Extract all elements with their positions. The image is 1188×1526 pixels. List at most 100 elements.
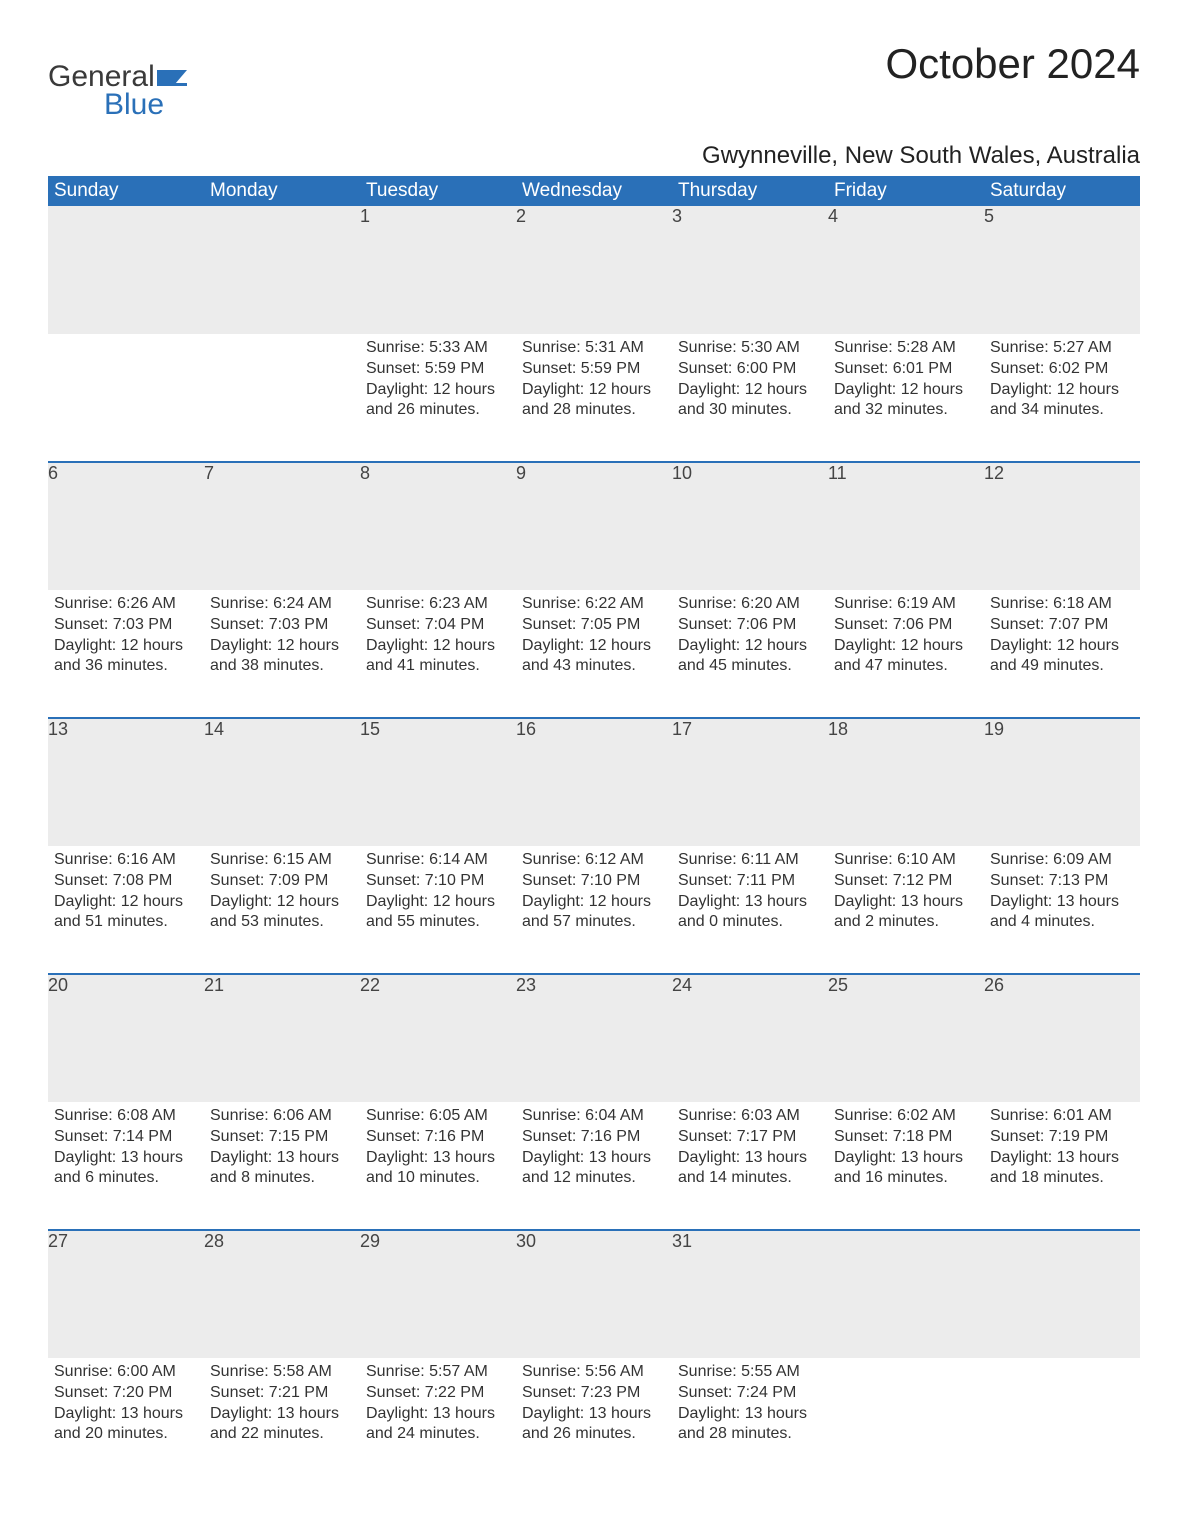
day-cell: Sunrise: 6:09 AMSunset: 7:13 PMDaylight:… [984,846,1140,974]
week-row: Sunrise: 6:00 AMSunset: 7:20 PMDaylight:… [48,1358,1140,1486]
sunset-text: Sunset: 7:14 PM [54,1127,198,1148]
sunset-text: Sunset: 7:24 PM [678,1383,822,1404]
day-number-cell: 21 [204,974,360,1102]
day-number: 26 [984,975,1004,995]
daylight-text: Daylight: 13 hours and 28 minutes. [678,1404,822,1446]
day-cell [828,1358,984,1486]
day-number: 1 [360,206,370,226]
day-number: 23 [516,975,536,995]
sunset-text: Sunset: 7:05 PM [522,615,666,636]
daylight-text: Daylight: 13 hours and 26 minutes. [522,1404,666,1446]
weekday-header-row: Sunday Monday Tuesday Wednesday Thursday… [48,176,1140,206]
week-row: Sunrise: 5:33 AMSunset: 5:59 PMDaylight:… [48,334,1140,462]
day-number: 31 [672,1231,692,1251]
calendar-table: Sunday Monday Tuesday Wednesday Thursday… [48,176,1140,1486]
day-number-cell: 29 [360,1230,516,1358]
sunrise-text: Sunrise: 6:09 AM [990,850,1134,871]
day-number: 4 [828,206,838,226]
sunset-text: Sunset: 7:12 PM [834,871,978,892]
day-number-row: 12345 [48,206,1140,334]
daylight-text: Daylight: 13 hours and 10 minutes. [366,1148,510,1190]
day-number-cell: 5 [984,206,1140,334]
sunset-text: Sunset: 7:07 PM [990,615,1134,636]
day-number: 6 [48,463,58,483]
day-number-cell: 25 [828,974,984,1102]
daylight-text: Daylight: 13 hours and 12 minutes. [522,1148,666,1190]
daylight-text: Daylight: 13 hours and 2 minutes. [834,892,978,934]
daylight-text: Daylight: 13 hours and 0 minutes. [678,892,822,934]
sunrise-text: Sunrise: 6:26 AM [54,594,198,615]
day-number-cell: 15 [360,718,516,846]
day-cell: Sunrise: 6:14 AMSunset: 7:10 PMDaylight:… [360,846,516,974]
sunset-text: Sunset: 7:09 PM [210,871,354,892]
sunrise-text: Sunrise: 6:05 AM [366,1106,510,1127]
sunset-text: Sunset: 7:19 PM [990,1127,1134,1148]
day-number: 12 [984,463,1004,483]
week-row: Sunrise: 6:08 AMSunset: 7:14 PMDaylight:… [48,1102,1140,1230]
sunrise-text: Sunrise: 5:27 AM [990,338,1134,359]
day-number-cell [204,206,360,334]
day-number: 5 [984,206,994,226]
day-cell: Sunrise: 6:11 AMSunset: 7:11 PMDaylight:… [672,846,828,974]
sunset-text: Sunset: 7:06 PM [678,615,822,636]
day-cell: Sunrise: 6:08 AMSunset: 7:14 PMDaylight:… [48,1102,204,1230]
day-number-row: 20212223242526 [48,974,1140,1102]
day-number-row: 2728293031 [48,1230,1140,1358]
day-number: 8 [360,463,370,483]
sunrise-text: Sunrise: 6:18 AM [990,594,1134,615]
day-number-cell: 7 [204,462,360,590]
weekday-header: Saturday [984,176,1140,206]
day-cell [48,334,204,462]
day-number: 9 [516,463,526,483]
sunset-text: Sunset: 7:08 PM [54,871,198,892]
day-cell: Sunrise: 6:16 AMSunset: 7:08 PMDaylight:… [48,846,204,974]
day-number-cell [828,1230,984,1358]
day-cell: Sunrise: 6:03 AMSunset: 7:17 PMDaylight:… [672,1102,828,1230]
day-number: 19 [984,719,1004,739]
daylight-text: Daylight: 12 hours and 47 minutes. [834,636,978,678]
day-number-cell: 9 [516,462,672,590]
daylight-text: Daylight: 12 hours and 51 minutes. [54,892,198,934]
day-number: 15 [360,719,380,739]
sunset-text: Sunset: 7:17 PM [678,1127,822,1148]
sunrise-text: Sunrise: 6:23 AM [366,594,510,615]
day-cell: Sunrise: 6:22 AMSunset: 7:05 PMDaylight:… [516,590,672,718]
day-number-cell: 23 [516,974,672,1102]
day-cell: Sunrise: 6:05 AMSunset: 7:16 PMDaylight:… [360,1102,516,1230]
daylight-text: Daylight: 13 hours and 18 minutes. [990,1148,1134,1190]
week-row: Sunrise: 6:26 AMSunset: 7:03 PMDaylight:… [48,590,1140,718]
day-number: 17 [672,719,692,739]
day-number-cell: 6 [48,462,204,590]
day-number-cell: 11 [828,462,984,590]
day-number-cell: 24 [672,974,828,1102]
day-cell: Sunrise: 5:28 AMSunset: 6:01 PMDaylight:… [828,334,984,462]
daylight-text: Daylight: 12 hours and 28 minutes. [522,380,666,422]
sunset-text: Sunset: 7:20 PM [54,1383,198,1404]
day-number-row: 13141516171819 [48,718,1140,846]
day-cell: Sunrise: 6:19 AMSunset: 7:06 PMDaylight:… [828,590,984,718]
sunrise-text: Sunrise: 6:01 AM [990,1106,1134,1127]
daylight-text: Daylight: 12 hours and 32 minutes. [834,380,978,422]
day-cell: Sunrise: 5:56 AMSunset: 7:23 PMDaylight:… [516,1358,672,1486]
weekday-header: Wednesday [516,176,672,206]
day-number-cell [984,1230,1140,1358]
sunrise-text: Sunrise: 6:20 AM [678,594,822,615]
daylight-text: Daylight: 12 hours and 36 minutes. [54,636,198,678]
day-cell: Sunrise: 6:20 AMSunset: 7:06 PMDaylight:… [672,590,828,718]
day-number-cell: 12 [984,462,1140,590]
day-cell: Sunrise: 6:12 AMSunset: 7:10 PMDaylight:… [516,846,672,974]
weekday-header: Tuesday [360,176,516,206]
daylight-text: Daylight: 13 hours and 20 minutes. [54,1404,198,1446]
sunrise-text: Sunrise: 6:10 AM [834,850,978,871]
daylight-text: Daylight: 12 hours and 41 minutes. [366,636,510,678]
day-number: 3 [672,206,682,226]
day-cell: Sunrise: 6:23 AMSunset: 7:04 PMDaylight:… [360,590,516,718]
daylight-text: Daylight: 13 hours and 22 minutes. [210,1404,354,1446]
daylight-text: Daylight: 13 hours and 14 minutes. [678,1148,822,1190]
day-number-cell: 2 [516,206,672,334]
daylight-text: Daylight: 12 hours and 43 minutes. [522,636,666,678]
day-cell: Sunrise: 6:04 AMSunset: 7:16 PMDaylight:… [516,1102,672,1230]
day-number: 27 [48,1231,68,1251]
sunrise-text: Sunrise: 6:19 AM [834,594,978,615]
sunset-text: Sunset: 7:21 PM [210,1383,354,1404]
